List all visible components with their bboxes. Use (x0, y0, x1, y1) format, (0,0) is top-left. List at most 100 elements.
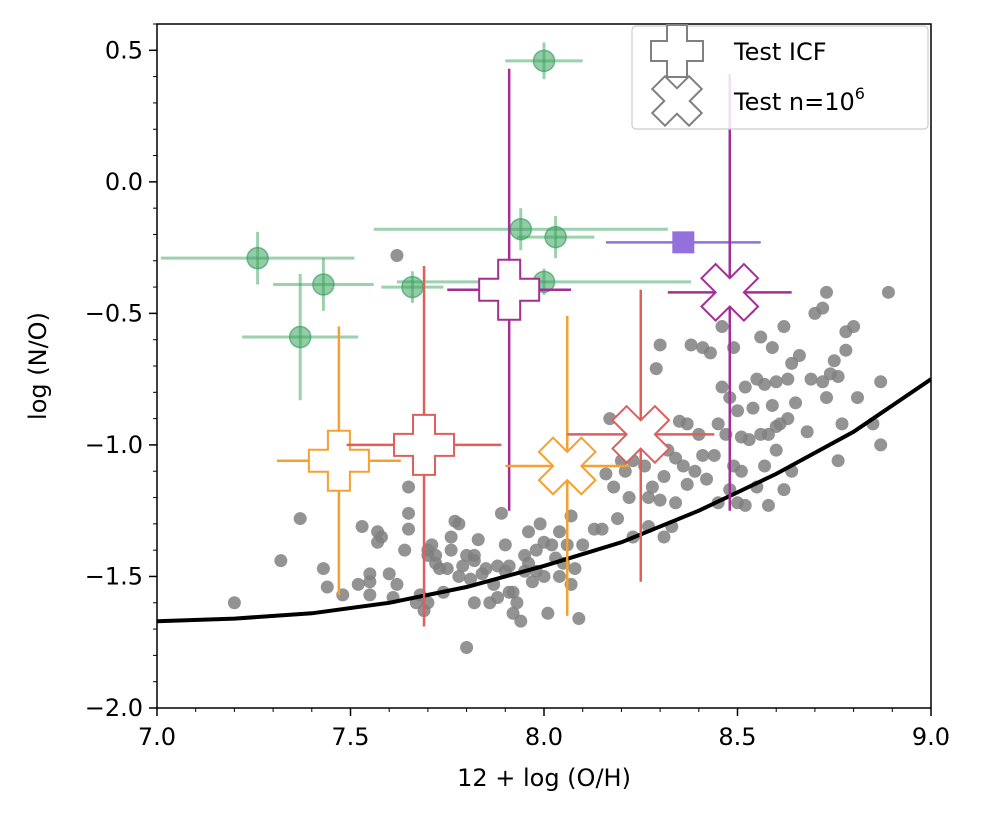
sample-point (541, 606, 555, 620)
sample-point (831, 454, 845, 468)
sample-point (425, 538, 439, 552)
sample-point (494, 506, 508, 520)
sample-point (653, 493, 667, 507)
sample-point (734, 464, 748, 478)
sample-point (363, 588, 377, 602)
sample-point (444, 530, 458, 544)
sample-point (467, 596, 481, 610)
sample-point (746, 401, 760, 415)
sample-point (765, 341, 779, 355)
y-tick-label: −0.5 (85, 299, 143, 327)
x-tick-label: 7.0 (138, 723, 176, 751)
x-tick-label: 9.0 (912, 723, 950, 751)
legend-label-test-density: Test n=106 (733, 84, 865, 116)
sample-point (568, 562, 582, 576)
x-marker (611, 404, 671, 465)
sample-point (510, 596, 524, 610)
sample-point (804, 372, 818, 386)
sample-point (765, 398, 779, 412)
x-tick-label: 8.0 (525, 723, 563, 751)
density-x-markers (505, 73, 792, 616)
sample-point (402, 480, 416, 494)
sample-point (649, 362, 663, 376)
sample-point (506, 585, 520, 599)
x-tick-label: 8.5 (718, 723, 756, 751)
sample-point (402, 506, 416, 520)
sample-point (293, 512, 307, 526)
x-tick-label: 7.5 (331, 723, 369, 751)
sample-point (754, 330, 768, 344)
sample-point (835, 417, 849, 431)
sample-point (618, 464, 632, 478)
sample-point (874, 375, 888, 389)
sample-point (452, 569, 466, 583)
sample-point (641, 491, 655, 505)
sample-point (777, 483, 791, 497)
background-sample-points (227, 249, 895, 654)
sample-point (440, 562, 454, 576)
sample-point (688, 464, 702, 478)
sample-point (537, 569, 551, 583)
sample-point (657, 469, 671, 483)
plus-marker (478, 258, 541, 321)
sample-point (657, 530, 671, 544)
sample-point (761, 498, 775, 512)
sample-point (398, 543, 412, 557)
sample-point (479, 562, 493, 576)
sample-point (382, 567, 396, 581)
sample-point (703, 346, 717, 360)
green-point (312, 273, 335, 296)
sample-point (471, 533, 485, 547)
sample-point (715, 380, 729, 394)
legend-label-test-density-exponent: 6 (855, 84, 865, 103)
sample-point (881, 285, 895, 299)
green-point (401, 275, 424, 299)
sample-point (738, 380, 752, 394)
green-point (288, 325, 312, 349)
sample-point (390, 249, 404, 263)
sample-point (595, 522, 609, 536)
y-tick-label: 0.0 (105, 168, 143, 196)
legend-x-marker (650, 74, 704, 128)
x-axis-ticks: 7.0 7.5 8.0 8.5 9.0 (138, 708, 950, 751)
sample-point (680, 477, 694, 491)
sample-point (491, 591, 505, 605)
sample-point (463, 572, 477, 586)
sample-point (460, 640, 474, 654)
y-axis-label: log (N/O) (24, 312, 52, 420)
sample-point (758, 377, 772, 391)
sample-point (390, 577, 404, 591)
sample-point (847, 320, 861, 334)
sample-point (452, 517, 466, 531)
sample-point (820, 285, 834, 299)
sample-point (320, 580, 334, 594)
sample-point (429, 548, 443, 562)
sample-point (607, 480, 621, 494)
sample-point (316, 562, 330, 576)
sample-point (820, 391, 834, 405)
legend-frame (631, 25, 929, 130)
sample-point (599, 467, 613, 481)
sample-point (696, 448, 710, 462)
sample-point (456, 559, 470, 573)
legend-label-test-density-base: Test n=10 (733, 88, 855, 116)
y-tick-label: −1.5 (85, 562, 143, 590)
sample-point (684, 338, 698, 352)
legend-label-test-icf: Test ICF (733, 38, 827, 66)
sample-point (831, 370, 845, 384)
sample-point (552, 525, 566, 539)
sample-point (715, 320, 729, 334)
sample-point (552, 569, 566, 583)
x-marker (700, 262, 760, 323)
sample-point (533, 517, 547, 531)
sample-point (839, 343, 853, 357)
sample-point (731, 404, 744, 418)
sample-point (525, 575, 539, 589)
y-tick-label: 0.5 (105, 36, 143, 64)
sample-point (707, 448, 721, 462)
sample-point (355, 519, 369, 533)
sample-point (700, 472, 714, 486)
sample-point (502, 559, 516, 573)
sample-point (402, 522, 416, 536)
